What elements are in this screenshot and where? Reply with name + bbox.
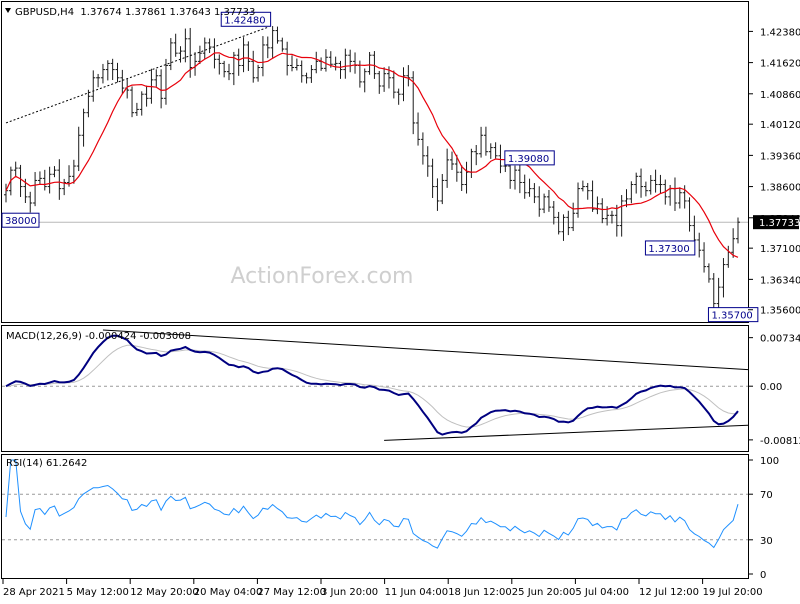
- rsi-header: RSI(14) 61.2642: [6, 458, 87, 469]
- macd-axis-label: 0.00: [760, 382, 782, 393]
- last-price-label: 1.37733: [759, 218, 800, 229]
- svg-text:1.35700: 1.35700: [711, 311, 752, 322]
- macd-axis-label: -0.008126: [760, 436, 800, 447]
- price-axis-label: 1.36340: [760, 275, 800, 286]
- price-axis-label: 1.40860: [760, 90, 800, 101]
- svg-text:1.37300: 1.37300: [648, 244, 689, 255]
- macd-header: MACD(12,26,9) -0.000424 -0.003008: [6, 331, 191, 342]
- time-axis-label: 12 May 20:00: [130, 587, 199, 598]
- price-axis-label: 1.35600: [760, 306, 800, 317]
- price-axis-label: 1.42380: [760, 27, 800, 38]
- price-axis-label: 1.37100: [760, 244, 800, 255]
- price-axis-label: 1.40120: [760, 120, 800, 131]
- price-axis-label: 1.38600: [760, 183, 800, 194]
- time-axis-label: 3 Jun 20:00: [321, 587, 378, 598]
- price-level-label: 38000: [2, 213, 39, 227]
- price-watermark: ActionForex.com: [231, 264, 414, 289]
- time-axis-label: 5 May 12:00: [67, 587, 129, 598]
- time-axis-label: 11 Jun 04:00: [385, 587, 449, 598]
- rsi-axis-label: 100: [760, 456, 779, 467]
- price-level-label: 1.39080: [505, 151, 554, 165]
- price-axis-label: 1.41620: [760, 59, 800, 70]
- macd-axis-label: 0.007342: [760, 334, 800, 345]
- rsi-axis-label: 0: [760, 570, 766, 581]
- time-axis-label: 20 May 04:00: [194, 587, 263, 598]
- svg-text:1.39080: 1.39080: [508, 154, 549, 165]
- rsi-axis-label: 70: [760, 490, 773, 501]
- time-axis-label: 18 Jun 12:00: [448, 587, 512, 598]
- time-axis-label: 19 Jul 20:00: [703, 587, 763, 598]
- price-level-label: 1.37300: [645, 241, 694, 255]
- price-header: GBPUSD,H4 1.37674 1.37861 1.37643 1.3773…: [15, 7, 255, 18]
- rsi-axis-label: 30: [760, 536, 773, 547]
- price-axis-label: 1.39360: [760, 151, 800, 162]
- time-axis-label: 28 Apr 2021: [3, 587, 65, 598]
- time-axis-label: 12 Jul 12:00: [639, 587, 699, 598]
- time-axis-label: 27 May 12:00: [257, 587, 326, 598]
- time-axis-label: 5 Jul 04:00: [575, 587, 629, 598]
- svg-text:38000: 38000: [5, 216, 37, 227]
- time-axis-label: 25 Jun 20:00: [512, 587, 576, 598]
